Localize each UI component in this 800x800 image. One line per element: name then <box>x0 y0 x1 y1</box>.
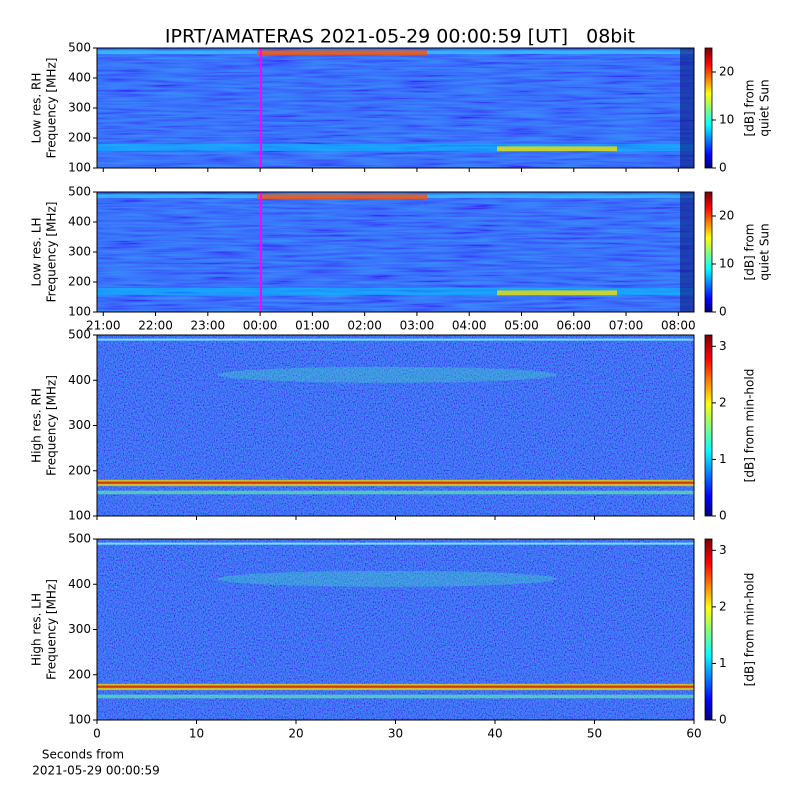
y-tick-label: 400 <box>68 71 91 85</box>
glow <box>217 366 557 383</box>
colorbar-label: [dB] from min-hold <box>743 369 757 483</box>
y-axis-label: Low res. LH <box>30 217 44 286</box>
band <box>97 685 694 688</box>
y-tick-label: 400 <box>68 577 91 591</box>
x-tick-label: 07:00 <box>609 319 644 333</box>
y-tick-label: 200 <box>68 463 91 477</box>
y-axis-label: Frequency [MHz] <box>45 375 59 476</box>
spectrogram-noise <box>97 539 694 720</box>
x-tick-label: 00:00 <box>243 319 278 333</box>
band <box>97 338 694 341</box>
colorbar-tick-label: 0 <box>719 713 727 727</box>
y-axis-label: Low res. RH <box>30 73 44 144</box>
colorbar-tick-label: 1 <box>719 656 727 670</box>
colorbar-tick-label: 0 <box>719 509 727 523</box>
band <box>97 542 694 545</box>
spectrogram <box>97 192 694 312</box>
x-tick-label: 06:00 <box>556 319 591 333</box>
x-tick-label: 01:00 <box>295 319 330 333</box>
colorbar <box>704 47 713 169</box>
colorbar-tick-label: 0 <box>719 305 727 319</box>
colorbar-tick-label: 3 <box>719 543 727 557</box>
y-axis-label: High res. RH <box>30 388 44 463</box>
colorbar-tick-label: 2 <box>719 599 727 613</box>
x-tick-label: 04:00 <box>452 319 487 333</box>
colorbar-tick-label: 10 <box>719 113 734 127</box>
y-tick-label: 500 <box>68 41 91 55</box>
colorbar-label: [dB] from <box>743 224 757 281</box>
colorbar-label: [dB] from min-hold <box>743 573 757 687</box>
x-tick-label: 08:00 <box>661 319 696 333</box>
y-tick-label: 400 <box>68 215 91 229</box>
band <box>97 490 694 495</box>
colorbar-tick-label: 0 <box>719 161 727 175</box>
x-tick-label: 60 <box>686 727 701 741</box>
y-tick-label: 200 <box>68 667 91 681</box>
y-tick-label: 200 <box>68 131 91 145</box>
x-tick-label: 30 <box>388 727 403 741</box>
y-tick-label: 300 <box>68 418 91 432</box>
band <box>97 481 694 484</box>
colorbar-label: quiet Sun <box>758 223 772 280</box>
x-tick-label: 50 <box>587 727 602 741</box>
y-tick-label: 500 <box>68 328 91 342</box>
y-tick-label: 300 <box>68 622 91 636</box>
band <box>497 290 617 296</box>
x-tick-label: 22:00 <box>138 319 173 333</box>
x-tick-label: 10 <box>189 727 204 741</box>
colorbar-tick-label: 1 <box>719 452 727 466</box>
colorbar-tick-label: 10 <box>719 257 734 271</box>
spectrogram <box>97 539 694 720</box>
x-axis-label: Seconds from <box>42 748 124 762</box>
colorbar-label: quiet Sun <box>758 79 772 136</box>
x-tick-label: 03:00 <box>400 319 435 333</box>
y-tick-label: 500 <box>68 185 91 199</box>
band <box>497 146 617 152</box>
y-axis-label: Frequency [MHz] <box>45 579 59 680</box>
glow <box>217 570 557 587</box>
y-tick-label: 100 <box>68 713 91 727</box>
x-tick-label: 23:00 <box>191 319 226 333</box>
colorbar-tick-label: 2 <box>719 395 727 409</box>
band <box>97 144 694 152</box>
y-tick-label: 300 <box>68 245 91 259</box>
y-tick-label: 100 <box>68 161 91 175</box>
x-tick-label: 05:00 <box>504 319 539 333</box>
colorbar <box>704 538 713 721</box>
y-axis-label: Frequency [MHz] <box>45 202 59 303</box>
spectrogram-noise <box>97 335 694 516</box>
spectrogram <box>97 335 694 516</box>
colorbar-tick-label: 20 <box>719 209 734 223</box>
x-tick-label: 20 <box>288 727 303 741</box>
spectrogram <box>97 48 694 168</box>
x-tick-label: 21:00 <box>86 319 121 333</box>
x-tick-label: 0 <box>93 727 101 741</box>
band <box>97 288 694 296</box>
band <box>97 694 694 699</box>
x-tick-label: 02:00 <box>347 319 382 333</box>
colorbar-label: [dB] from <box>743 80 757 137</box>
colorbar-tick-label: 3 <box>719 339 727 353</box>
x-tick-label: 40 <box>487 727 502 741</box>
y-tick-label: 200 <box>68 275 91 289</box>
y-tick-label: 100 <box>68 305 91 319</box>
y-tick-label: 500 <box>68 532 91 546</box>
y-tick-label: 100 <box>68 509 91 523</box>
band <box>680 48 694 168</box>
y-axis-label: High res. LH <box>30 593 44 666</box>
band <box>680 192 694 312</box>
y-tick-label: 300 <box>68 101 91 115</box>
y-axis-label: Frequency [MHz] <box>45 58 59 159</box>
colorbar <box>704 191 713 313</box>
y-tick-label: 400 <box>68 373 91 387</box>
colorbar-tick-label: 20 <box>719 65 734 79</box>
title: IPRT/AMATERAS 2021-05-29 00:00:59 [UT] 0… <box>165 26 635 48</box>
x-axis-label: 2021-05-29 00:00:59 <box>32 764 159 778</box>
band <box>257 50 427 56</box>
colorbar <box>704 334 713 517</box>
band <box>257 194 427 200</box>
